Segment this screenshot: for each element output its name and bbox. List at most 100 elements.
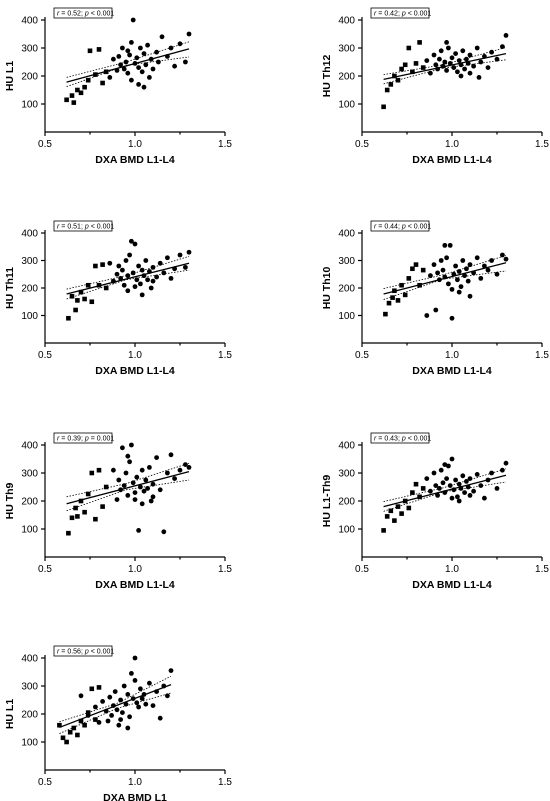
data-point-circle <box>150 481 156 487</box>
data-point-circle <box>453 51 458 56</box>
data-point-square <box>103 69 109 75</box>
data-point-circle <box>471 63 476 69</box>
data-point-circle <box>442 490 448 495</box>
data-point-circle <box>134 277 140 283</box>
data-point-circle <box>116 54 122 59</box>
data-point-square <box>60 735 66 741</box>
data-point-circle <box>446 45 451 51</box>
data-point-circle <box>458 486 464 491</box>
data-point-circle <box>433 483 439 488</box>
data-point-circle <box>431 262 437 268</box>
data-point-square <box>69 93 75 98</box>
y-tick-label: 100 <box>21 525 38 536</box>
data-point-circle <box>183 264 188 270</box>
data-point-circle <box>111 703 116 708</box>
data-point-square <box>392 73 397 79</box>
data-point-square <box>78 718 84 724</box>
data-point-circle <box>139 467 145 473</box>
data-point-circle <box>129 77 134 83</box>
data-point-square <box>381 104 386 110</box>
stat-text: r = 0.42; p < 0.001 <box>374 11 431 18</box>
data-point-circle <box>474 472 480 477</box>
chart-panel-7: 0.5 1.0 1.5 100 200 300 400 DXA BMD L1 HU L1 r = … <box>4 645 232 801</box>
data-point-circle <box>118 275 123 281</box>
data-point-circle <box>449 315 455 321</box>
y-axis-title: HU L1 <box>4 699 16 729</box>
stat-text: r = 0.44; p < 0.001 <box>374 224 431 231</box>
data-point-circle <box>132 490 138 495</box>
data-point-square <box>69 515 75 521</box>
data-point-circle <box>118 717 123 722</box>
data-point-circle <box>489 49 494 55</box>
data-point-circle <box>478 275 484 281</box>
data-point-circle <box>444 255 449 261</box>
data-point-circle <box>467 262 473 268</box>
data-point-circle <box>482 54 487 59</box>
data-point-circle <box>437 56 442 62</box>
data-point-circle <box>453 477 458 483</box>
data-point-circle <box>118 697 123 703</box>
data-point-circle <box>455 69 460 75</box>
y-tick-label: 400 <box>338 16 355 27</box>
y-axis-title: HU Th9 <box>4 482 16 519</box>
data-point-square <box>395 504 401 509</box>
data-point-circle <box>428 273 433 279</box>
y-tick-label: 200 <box>21 72 38 83</box>
data-point-circle <box>446 281 451 287</box>
data-point-circle <box>435 270 440 276</box>
data-point-circle <box>428 488 433 494</box>
x-axis-title: DXA BMD L1-L4 <box>412 154 492 166</box>
data-point-square <box>67 729 73 735</box>
data-point-circle <box>130 270 136 276</box>
data-point-circle <box>465 278 471 284</box>
data-point-square <box>82 296 87 302</box>
y-tick-label: 400 <box>21 441 38 452</box>
data-point-circle <box>449 55 455 61</box>
data-point-circle <box>482 495 487 501</box>
data-point-circle <box>105 718 111 724</box>
data-point-circle <box>123 59 129 65</box>
data-point-circle <box>460 48 466 54</box>
y-tick-label: 300 <box>21 682 38 693</box>
data-point-square <box>85 77 91 83</box>
regression-line <box>66 470 190 505</box>
data-point-circle <box>154 49 160 55</box>
data-point-square <box>93 516 98 522</box>
x-tick-label: 1.5 <box>218 777 232 788</box>
data-point-square <box>64 97 69 103</box>
chart-panel-1: 0.5 1.0 1.5 100 200 300 400 DXA BMD L1-L4 HU L1 r… <box>4 7 232 166</box>
data-point-circle <box>456 269 462 274</box>
data-point-circle <box>127 52 132 58</box>
data-point-circle <box>464 479 469 484</box>
data-point-square <box>406 505 412 511</box>
y-tick-label: 200 <box>21 497 38 508</box>
data-point-circle <box>159 34 165 40</box>
data-point-circle <box>424 58 430 63</box>
x-tick-label: 0.5 <box>355 139 369 150</box>
data-point-circle <box>143 62 149 68</box>
data-point-circle <box>130 17 136 23</box>
data-point-circle <box>462 273 467 279</box>
y-axis-title: HU L1-Th9 <box>321 475 333 528</box>
data-point-circle <box>147 75 152 80</box>
data-point-square <box>420 486 426 491</box>
data-point-circle <box>109 713 114 718</box>
data-point-circle <box>127 252 132 258</box>
data-point-square <box>78 289 84 295</box>
data-point-circle <box>467 70 473 76</box>
data-point-circle <box>485 65 491 70</box>
data-point-circle <box>456 58 462 63</box>
data-point-circle <box>489 258 494 263</box>
data-point-circle <box>478 483 484 488</box>
data-point-circle <box>500 44 505 49</box>
data-point-square <box>71 725 77 731</box>
ci-upper-line <box>383 255 507 289</box>
data-point-circle <box>125 725 131 731</box>
y-tick-label: 300 <box>21 44 38 55</box>
data-point-circle <box>453 263 458 269</box>
data-point-circle <box>134 700 140 706</box>
data-point-circle <box>431 52 437 58</box>
data-point-square <box>75 298 80 303</box>
data-point-square <box>85 491 91 497</box>
